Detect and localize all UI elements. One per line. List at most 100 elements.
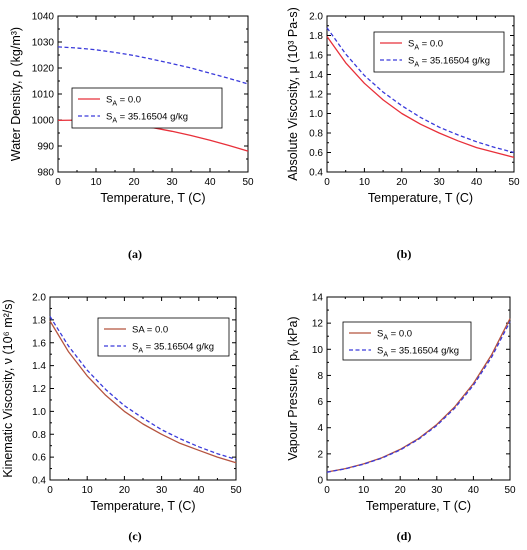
x-tick-label: 10 <box>82 485 94 496</box>
legend-label-sub: A <box>112 101 117 108</box>
y-tick-label: 1.6 <box>309 51 323 62</box>
y-tick-label: 1010 <box>32 90 55 101</box>
y-tick-label: 1.0 <box>32 407 46 418</box>
legend-label-main: S <box>377 329 383 340</box>
y-tick-label: 1.6 <box>32 338 46 349</box>
x-tick-label: 10 <box>358 485 370 496</box>
legend-label: SA = 0.0 <box>408 39 443 52</box>
x-tick-label: 0 <box>324 177 330 188</box>
legend-label-main: S <box>106 95 112 106</box>
y-tick-label: 8 <box>317 371 323 382</box>
legend-label-rest: = 35.16504 g/kg <box>143 342 214 353</box>
legend-label-sub: A <box>414 62 419 69</box>
y-tick-label: 0.8 <box>309 129 323 140</box>
y-tick-label: 1020 <box>32 64 55 75</box>
y-tick-label: 1.4 <box>309 70 323 81</box>
legend-label: SA = 0.0 <box>106 95 141 108</box>
series-line-fresh-water <box>49 320 237 464</box>
x-tick-label: 0 <box>324 485 330 496</box>
x-tick-label: 30 <box>166 177 178 188</box>
x-tick-label: 30 <box>156 485 168 496</box>
x-tick-label: 30 <box>431 485 443 496</box>
legend-label-main: S <box>408 56 414 67</box>
y-tick-label: 2.0 <box>32 293 46 304</box>
x-axis-label: Temperature, T (C) <box>366 499 471 513</box>
y-axis-label: Vapour Pressure, pᵥ (kPa) <box>286 316 300 460</box>
y-tick-label: 10 <box>312 345 324 356</box>
y-tick-label: 1.8 <box>309 31 323 42</box>
y-tick-label: 1.2 <box>309 90 323 101</box>
legend: SA = 0.0SA = 35.16504 g/kg <box>71 87 223 129</box>
panel-label: (d) <box>397 529 412 543</box>
x-tick-label: 40 <box>471 177 483 188</box>
x-tick-label: 20 <box>396 177 408 188</box>
panel-label: (b) <box>397 247 412 261</box>
legend-label-main: S <box>132 342 138 353</box>
legend-label: SA = 35.16504 g/kg <box>377 346 459 359</box>
y-tick-label: 0.6 <box>309 148 323 159</box>
y-tick-label: 980 <box>37 168 54 179</box>
legend-label-sub: A <box>383 352 388 359</box>
y-tick-label: 0.4 <box>309 168 323 179</box>
legend-label-rest: = 35.16504 g/kg <box>388 346 459 357</box>
y-tick-label: 14 <box>312 293 324 304</box>
panel-label: (c) <box>128 529 141 543</box>
legend-label: SA = 0.0 <box>377 329 412 342</box>
x-axis-label: Temperature, T (C) <box>100 191 205 205</box>
x-tick-label: 40 <box>193 485 205 496</box>
x-tick-label: 10 <box>359 177 371 188</box>
legend-label-main: S <box>106 112 112 123</box>
x-tick-label: 50 <box>242 177 254 188</box>
legend-label-main: SA = 0.0 <box>132 325 168 336</box>
y-tick-label: 2.0 <box>309 12 323 23</box>
y-tick-label: 4 <box>317 423 323 434</box>
legend: SA = 0.0 SA = 35.16504 g/kg <box>97 317 230 357</box>
legend-label: SA = 35.16504 g/kg <box>106 112 188 125</box>
legend-label-sub: A <box>383 335 388 342</box>
panel-label: (a) <box>128 247 142 261</box>
series-line-sea-water <box>326 321 511 473</box>
y-tick-label: 0.6 <box>32 453 46 464</box>
chart-panel-d: 0 10 20 30 40 50 0 2 4 6 8 10 12 14 Temperature, T (C)… <box>286 293 516 544</box>
legend-label: SA = 0.0 <box>132 325 168 336</box>
legend-box <box>71 87 223 129</box>
y-tick-label: 1.8 <box>32 315 46 326</box>
legend-box <box>97 317 230 357</box>
y-tick-label: 1.4 <box>32 361 46 372</box>
chart-panel-b: 0 10 20 30 40 50 0.4 0.6 0.8 1.0 1.2 1.4 1.6 1.8 2.0 Te… <box>286 7 520 261</box>
series-line-fresh-water <box>326 36 515 159</box>
x-tick-label: 20 <box>395 485 407 496</box>
x-tick-label: 20 <box>119 485 131 496</box>
x-axis-label: Temperature, T (C) <box>90 499 195 513</box>
x-tick-label: 40 <box>204 177 216 188</box>
y-tick-label: 990 <box>37 142 54 153</box>
legend-box <box>342 321 472 361</box>
x-tick-label: 0 <box>55 177 61 188</box>
y-tick-label: 6 <box>317 397 323 408</box>
y-tick-label: 1000 <box>32 116 55 127</box>
legend-label-sub: A <box>138 348 143 355</box>
chart-panel-c: 0 10 20 30 40 50 0.4 0.6 0.8 1.0 1.2 1.4 1.6 1.8 2.0 Te… <box>1 293 242 544</box>
x-tick-label: 10 <box>90 177 102 188</box>
y-tick-label: 0 <box>317 476 323 487</box>
legend: SA = 0.0SA = 35.16504 g/kg <box>342 321 472 361</box>
y-tick-label: 0.8 <box>32 430 46 441</box>
legend-label: SA = 35.16504 g/kg <box>408 56 490 69</box>
y-tick-label: 1.0 <box>309 109 323 120</box>
x-tick-label: 50 <box>230 485 242 496</box>
series-line-sea-water <box>326 27 515 154</box>
series-line-sea-water <box>57 46 249 85</box>
x-axis-label: Temperature, T (C) <box>368 191 473 205</box>
legend-label-rest: = 0.0 <box>117 95 141 106</box>
y-tick-label: 2 <box>317 449 323 460</box>
legend-label-rest: = 35.16504 g/kg <box>117 112 188 123</box>
legend-label-sub: A <box>112 118 117 125</box>
legend-label-main: S <box>408 39 414 50</box>
x-tick-label: 30 <box>434 177 446 188</box>
legend: SA = 0.0 SA = 35.16504 g/kg <box>373 31 505 73</box>
legend-box <box>373 31 505 73</box>
x-tick-label: 50 <box>508 177 520 188</box>
y-tick-label: 1040 <box>32 12 55 23</box>
chart-panel-a: 0 10 20 30 40 5098099010001010102010301040Tem… <box>9 12 254 262</box>
